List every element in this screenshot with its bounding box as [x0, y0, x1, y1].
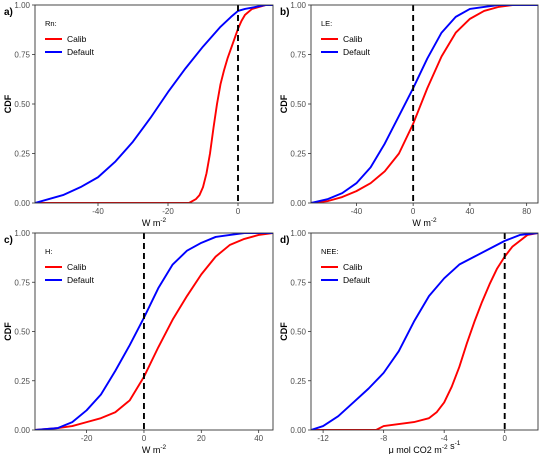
panel-2: b) CDF 0.00 0.25 0.50 0.75 1.00 -40 0 40 80 W m-2 LE… — [279, 1, 539, 228]
legend-label-default: Default — [67, 47, 95, 57]
x-tick-label: -20 — [81, 434, 93, 443]
series-line-default — [311, 233, 538, 430]
x-axis-label: W m-2 — [412, 217, 437, 228]
x-tick-label: -40 — [351, 207, 363, 216]
legend-title: NEE: — [321, 247, 339, 256]
legend-title: Rn: — [45, 19, 57, 28]
legend: NEE: Calib Default — [321, 247, 371, 285]
x-axis-label: μ mol CO2 m-2 s-1 — [389, 440, 461, 454]
y-tick-label: 0.25 — [14, 150, 30, 159]
legend-label-calib: Calib — [67, 34, 87, 44]
y-axis-label: CDF — [279, 322, 289, 341]
y-tick-label: 0.75 — [290, 51, 306, 60]
x-tick-label: 0 — [411, 207, 416, 216]
y-tick-label: 0.50 — [14, 100, 30, 109]
legend-label-calib: Calib — [67, 262, 87, 272]
y-tick-label: 0.75 — [290, 278, 306, 287]
y-axis-label: CDF — [3, 322, 13, 341]
series-line-calib — [311, 5, 538, 203]
legend: H: Calib Default — [45, 247, 95, 285]
series-line-default — [35, 5, 273, 203]
panel-4: d) CDF 0.00 0.25 0.50 0.75 1.00 -12 -8 -4 0 μ mol C… — [279, 229, 539, 454]
panel-3: c) CDF 0.00 0.25 0.50 0.75 1.00 -20 0 20 40 W m-2 H:… — [3, 229, 274, 454]
panel-border — [310, 232, 539, 431]
y-tick-label: 0.50 — [290, 328, 306, 337]
series-line-calib — [35, 5, 273, 203]
y-tick-label: 0.25 — [290, 150, 306, 159]
x-tick-label: 40 — [254, 434, 263, 443]
panel-border — [34, 232, 274, 431]
legend-label-calib: Calib — [343, 34, 363, 44]
panel-label: c) — [4, 235, 13, 246]
panel-border — [310, 4, 539, 204]
y-tick-label: 0.00 — [290, 199, 306, 208]
legend-label-default: Default — [343, 47, 371, 57]
x-tick-label: 40 — [465, 207, 474, 216]
x-tick-label: -40 — [92, 207, 104, 216]
x-tick-label: 20 — [197, 434, 206, 443]
x-axis-label: W m-2 — [142, 444, 167, 454]
x-tick-label: 0 — [502, 434, 507, 443]
legend-label-default: Default — [67, 275, 95, 285]
y-axis-label: CDF — [279, 94, 289, 113]
legend: LE: Calib Default — [321, 19, 371, 57]
x-tick-label: 0 — [142, 434, 147, 443]
y-tick-label: 0.25 — [14, 377, 30, 386]
legend: Rn: Calib Default — [45, 19, 95, 57]
y-tick-label: 0.75 — [14, 278, 30, 287]
x-tick-label: 80 — [522, 207, 531, 216]
y-tick-label: 1.00 — [290, 229, 306, 238]
panel-label: d) — [280, 235, 289, 246]
y-tick-label: 0.25 — [290, 377, 306, 386]
y-tick-label: 0.00 — [14, 426, 30, 435]
y-tick-label: 1.00 — [14, 1, 30, 10]
y-tick-label: 0.00 — [290, 426, 306, 435]
x-tick-label: -4 — [441, 434, 449, 443]
panel-border — [34, 4, 274, 204]
x-tick-label: -12 — [317, 434, 329, 443]
y-tick-label: 1.00 — [290, 1, 306, 10]
y-tick-label: 1.00 — [14, 229, 30, 238]
x-tick-label: 0 — [236, 207, 241, 216]
panel-label: a) — [4, 7, 13, 18]
legend-label-calib: Calib — [343, 262, 363, 272]
panel-label: b) — [280, 7, 289, 18]
y-axis-label: CDF — [3, 94, 13, 113]
x-tick-label: -8 — [380, 434, 388, 443]
panel-1: a) CDF 0.00 0.25 0.50 0.75 1.00 -40 -20 0 W m-2 Rn:… — [3, 1, 274, 228]
legend-title: LE: — [321, 19, 332, 28]
legend-label-default: Default — [343, 275, 371, 285]
x-tick-label: -20 — [162, 207, 174, 216]
y-tick-label: 0.50 — [290, 100, 306, 109]
series-line-default — [35, 233, 273, 430]
series-line-calib — [35, 233, 273, 430]
y-tick-label: 0.75 — [14, 51, 30, 60]
legend-title: H: — [45, 247, 53, 256]
x-axis-label: W m-2 — [142, 217, 167, 228]
y-tick-label: 0.50 — [14, 328, 30, 337]
series-line-calib — [311, 233, 538, 430]
y-tick-label: 0.00 — [14, 199, 30, 208]
